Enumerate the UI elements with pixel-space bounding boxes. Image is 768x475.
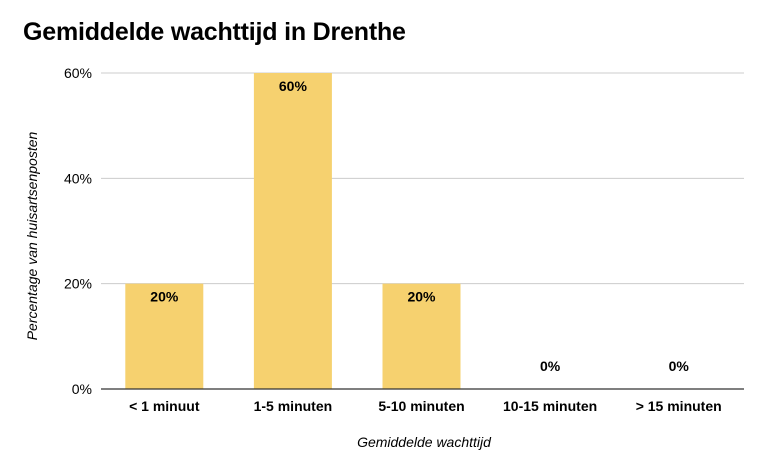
x-tick-label: > 15 minuten (636, 398, 722, 414)
bar (125, 283, 204, 389)
data-labels: 20% 60% 20% 0% 0% (150, 78, 689, 374)
data-label: 0% (540, 358, 561, 374)
data-label: 20% (150, 289, 179, 305)
data-label: 20% (407, 289, 436, 305)
data-label: 60% (279, 78, 308, 94)
bars (125, 73, 461, 389)
gridlines (101, 72, 744, 285)
x-tick-label: 1-5 minuten (254, 398, 333, 414)
x-tick-label: < 1 minuut (129, 398, 200, 414)
y-tick-label: 40% (64, 170, 92, 186)
y-tick-label: 60% (64, 65, 92, 81)
data-label: 0% (669, 358, 690, 374)
chart-title: Gemiddelde wachttijd in Drenthe (23, 18, 406, 46)
bar (382, 283, 461, 389)
x-tick-label: 5-10 minuten (378, 398, 464, 414)
y-tick-label: 20% (64, 276, 92, 292)
x-axis-categories: < 1 minuut 1-5 minuten 5-10 minuten 10-15 m… (129, 398, 722, 414)
y-axis-title: Percentage van huisartsenposten (24, 131, 40, 340)
bar (253, 73, 332, 389)
y-axis-ticks: 0% 20% 40% 60% (64, 65, 92, 397)
y-tick-label: 0% (72, 381, 92, 397)
x-axis-title: Gemiddelde wachttijd (357, 434, 492, 450)
x-tick-label: 10-15 minuten (503, 398, 597, 414)
